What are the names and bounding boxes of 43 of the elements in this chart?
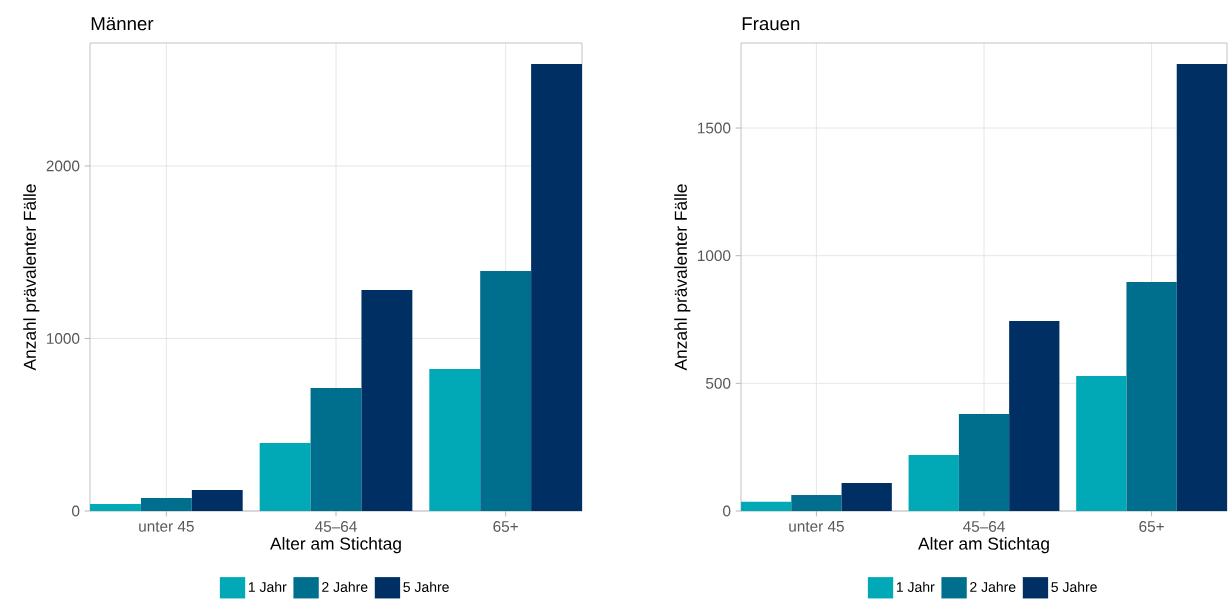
- legend-label: 1 Jahr: [896, 581, 935, 592]
- bar: [259, 443, 311, 511]
- bar: [140, 498, 192, 511]
- x-axis-title: Alter am Stichtag: [918, 537, 1049, 554]
- legend-label: 2 Jahre: [970, 581, 1016, 592]
- legend-label: 5 Jahre: [1051, 581, 1097, 592]
- y-tick-label: 2000: [46, 160, 80, 172]
- chart-title: Männer: [91, 17, 154, 31]
- y-tick-label: 500: [705, 377, 731, 389]
- legend-label: 1 Jahr: [248, 581, 287, 592]
- y-tick-label: 1500: [698, 122, 731, 134]
- bar: [741, 501, 792, 511]
- bar: [1126, 281, 1177, 511]
- bar: [429, 369, 481, 511]
- bar: [908, 455, 959, 511]
- x-axis-title: Alter am Stichtag: [270, 537, 401, 554]
- x-tick-label: unter 45: [789, 521, 844, 532]
- legend-label: 5 Jahre: [403, 581, 449, 592]
- x-tick-label: 65+: [493, 521, 518, 532]
- x-tick-label: 45–64: [315, 521, 357, 532]
- bar: [791, 494, 842, 511]
- y-tick-label: 1000: [698, 250, 731, 262]
- bar: [531, 64, 583, 511]
- y-axis-title: Anzahl prävalenter Fälle: [674, 184, 691, 371]
- bar: [310, 388, 362, 511]
- chart-title: Frauen: [742, 17, 800, 31]
- bar: [1176, 63, 1228, 511]
- bar: [90, 503, 141, 511]
- bar: [480, 271, 532, 511]
- y-axis-title: Anzahl prävalenter Fälle: [23, 184, 40, 371]
- bar: [1076, 375, 1127, 511]
- x-tick-label: unter 45: [139, 521, 194, 532]
- y-tick-label: 0: [723, 505, 731, 517]
- x-tick-label: 45–64: [963, 521, 1005, 532]
- x-tick-label: 65+: [1139, 521, 1164, 532]
- bar: [841, 482, 892, 511]
- y-tick-label: 1000: [47, 333, 80, 344]
- y-tick-label: 0: [72, 505, 80, 517]
- legend-label: 2 Jahre: [322, 581, 368, 592]
- bar: [958, 413, 1010, 511]
- bar: [191, 489, 243, 511]
- bar: [361, 290, 413, 511]
- bar: [1009, 321, 1060, 511]
